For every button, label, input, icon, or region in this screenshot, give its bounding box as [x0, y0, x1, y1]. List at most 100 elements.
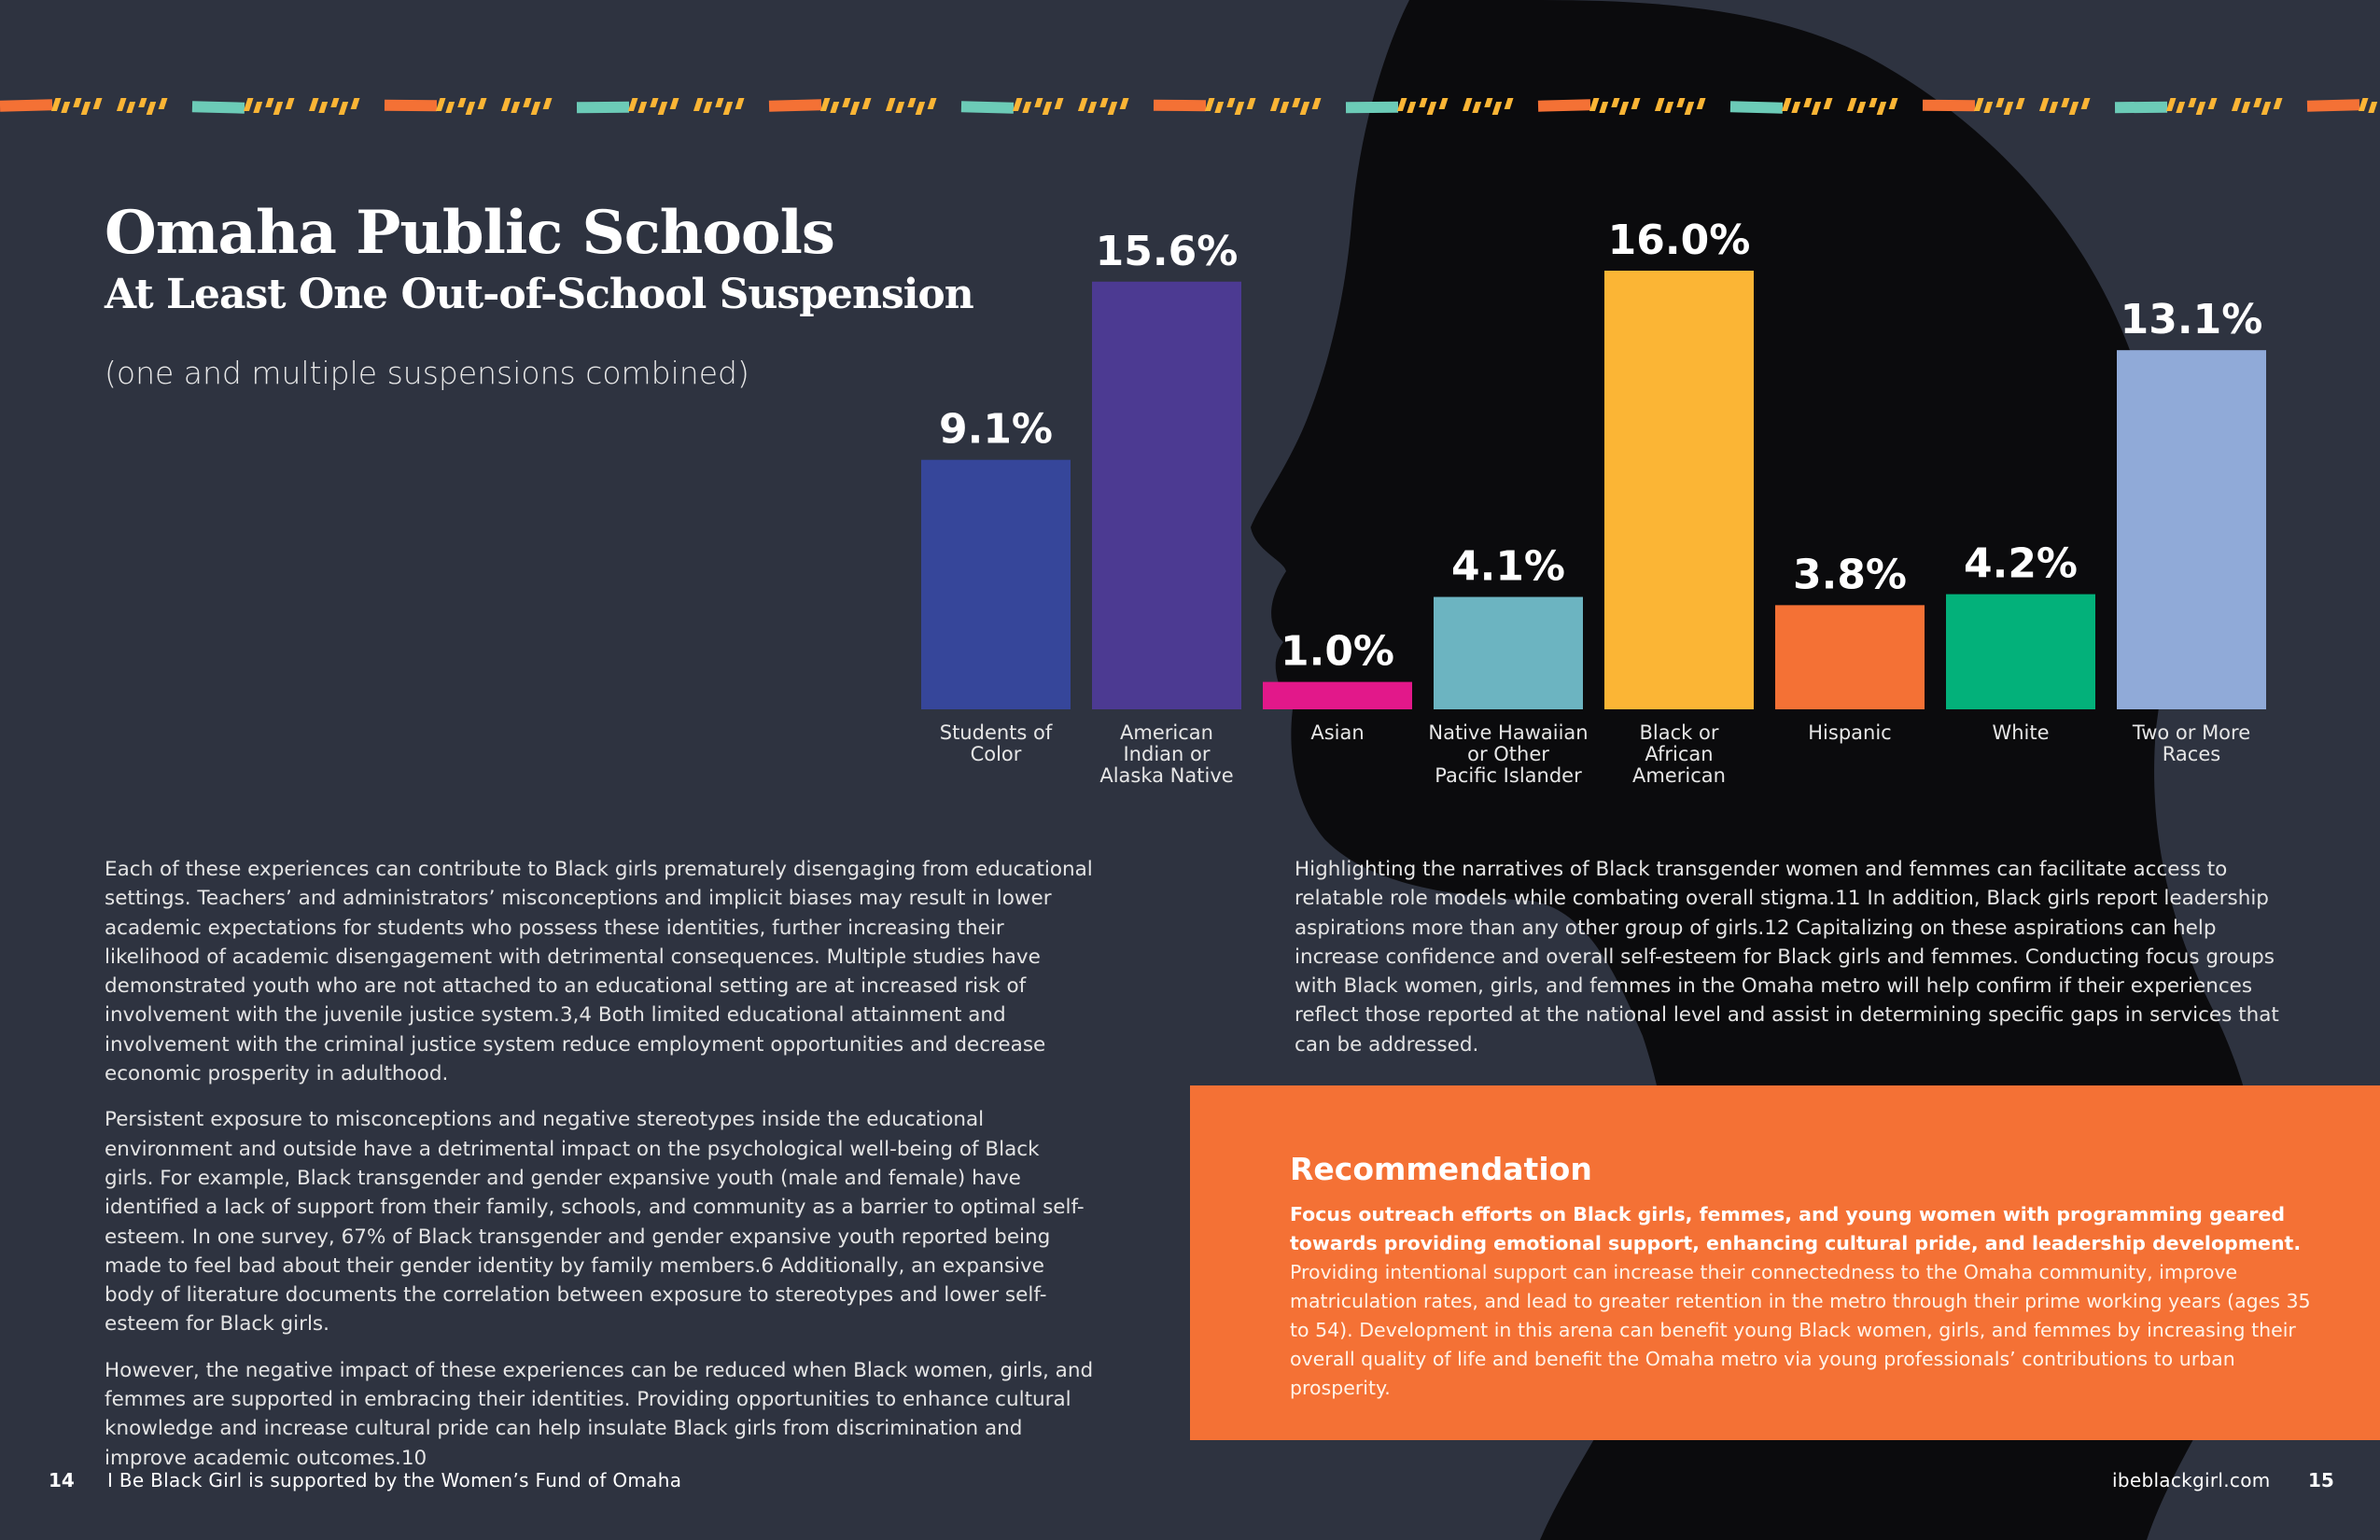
border-tick: [138, 98, 147, 107]
border-tick: [350, 98, 360, 109]
bar-1: [1092, 281, 1241, 709]
footer-website[interactable]: ibeblackgirl.com: [2112, 1469, 2271, 1491]
border-tick: [1618, 102, 1630, 115]
border-stripe: [0, 99, 53, 112]
border-tick: [927, 98, 937, 109]
paragraph: Each of these experiences can contribute…: [105, 858, 1093, 1086]
value-label-0: 9.1%: [939, 406, 1053, 454]
category-label-1: American: [1120, 721, 1213, 744]
border-stripe: [1345, 101, 1399, 114]
border-tick: [1311, 98, 1322, 109]
category-label-2: Asian: [1310, 721, 1364, 744]
bar-7: [2117, 350, 2266, 709]
category-label-5: Hispanic: [1808, 721, 1891, 744]
bar-2: [1263, 681, 1412, 709]
border-tick: [1204, 98, 1215, 111]
bar-5: [1775, 605, 1925, 709]
border-tick: [146, 102, 157, 115]
border-tick: [542, 98, 553, 109]
border-tick: [1077, 98, 1088, 111]
recommendation-heading: Recommendation: [1290, 1151, 1592, 1187]
border-tick: [2080, 98, 2091, 109]
border-tick: [1246, 98, 1256, 109]
border-tick: [830, 102, 840, 113]
value-label-2: 1.0%: [1281, 628, 1394, 676]
border-tick: [285, 98, 295, 109]
value-label-4: 16.0%: [1608, 217, 1751, 264]
border-tick: [1419, 98, 1428, 107]
category-label-0: Color: [971, 743, 1022, 765]
border-tick: [842, 98, 851, 107]
border-tick: [61, 102, 71, 113]
border-tick: [1234, 102, 1245, 115]
border-tick: [73, 98, 82, 107]
border-tick: [669, 98, 679, 109]
border-tick: [1054, 98, 1064, 109]
border-stripe: [576, 101, 630, 114]
border-tick: [2241, 102, 2251, 113]
border-tick: [1099, 98, 1109, 107]
border-tick: [885, 98, 896, 111]
border-tick: [2253, 98, 2262, 107]
decorative-border: [0, 98, 2378, 115]
value-label-1: 15.6%: [1096, 228, 1239, 275]
border-tick: [1407, 102, 1417, 113]
border-tick: [907, 98, 917, 107]
value-label-7: 13.1%: [2121, 296, 2263, 343]
chart-subtitle: At Least One Out-of-School Suspension: [105, 271, 974, 318]
border-tick: [1087, 102, 1098, 113]
border-tick: [2188, 98, 2197, 107]
category-label-1: Indian or: [1123, 743, 1210, 765]
border-tick: [1472, 102, 1482, 113]
paragraph: However, the negative impact of these ex…: [105, 1358, 1094, 1470]
border-tick: [1664, 102, 1674, 113]
body-column-right: Highlighting the narratives of Black tra…: [1295, 855, 2284, 1076]
recommendation-bold: Focus outreach efforts on Black girls, f…: [1290, 1203, 2302, 1254]
border-tick: [318, 102, 329, 113]
category-label-7: Two or More: [2132, 721, 2250, 744]
border-tick: [2061, 98, 2070, 107]
border-stripe: [384, 99, 438, 112]
border-tick: [703, 102, 713, 113]
border-tick: [2195, 102, 2206, 115]
recommendation-body: Providing intentional support can increa…: [1290, 1261, 2311, 1399]
border-tick: [1299, 102, 1310, 115]
border-stripe: [1537, 99, 1591, 112]
border-tick: [1846, 98, 1857, 111]
border-tick: [861, 98, 872, 109]
border-tick: [1823, 98, 1833, 109]
border-tick: [819, 98, 831, 111]
border-tick: [895, 102, 905, 113]
recommendation-text: Focus outreach efforts on Black girls, f…: [1290, 1200, 2324, 1403]
value-label-6: 4.2%: [1964, 540, 2078, 588]
border-tick: [1781, 98, 1792, 111]
category-label-4: American: [1632, 764, 1726, 787]
border-tick: [1684, 102, 1695, 115]
border-tick: [2015, 98, 2025, 109]
border-tick: [1696, 98, 1706, 109]
border-tick: [1983, 102, 1994, 113]
border-tick: [1396, 98, 1407, 111]
border-stripe: [768, 99, 822, 112]
border-tick: [338, 102, 349, 115]
border-stripe: [1153, 99, 1207, 112]
border-tick: [1504, 98, 1514, 109]
border-tick: [915, 102, 926, 115]
border-tick: [92, 98, 103, 109]
border-tick: [1869, 98, 1878, 107]
border-tick: [445, 102, 455, 113]
paragraph: Persistent exposure to misconceptions an…: [105, 1108, 1085, 1337]
border-tick: [735, 98, 745, 109]
border-tick: [722, 102, 734, 115]
border-tick: [330, 98, 340, 107]
border-tick: [1034, 98, 1043, 107]
category-label-3: Native Hawaiian: [1428, 721, 1588, 744]
border-tick: [2231, 98, 2242, 111]
border-tick: [116, 98, 127, 111]
border-tick: [1426, 102, 1437, 115]
border-tick: [1292, 98, 1301, 107]
border-tick: [715, 98, 724, 107]
border-tick: [627, 98, 638, 111]
border-tick: [2003, 102, 2014, 115]
border-tick: [126, 102, 136, 113]
